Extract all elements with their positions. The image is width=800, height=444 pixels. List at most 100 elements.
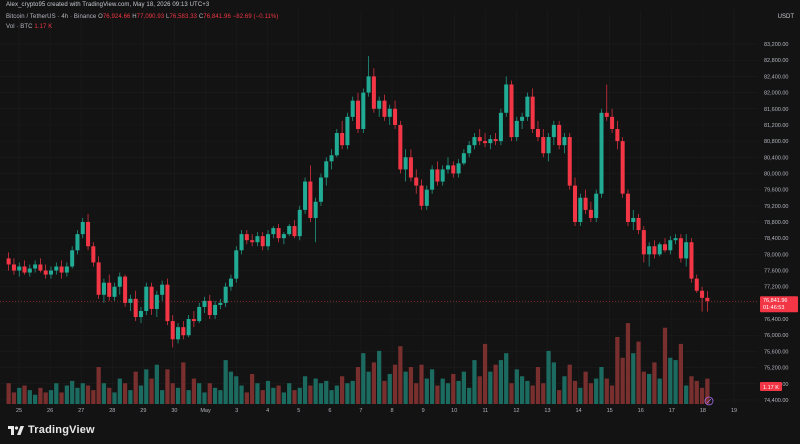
candle-body xyxy=(138,310,143,318)
candle-body xyxy=(408,157,413,178)
currency-label[interactable]: USDT xyxy=(777,14,794,20)
candle-body xyxy=(456,163,461,174)
volume-bar xyxy=(170,383,175,404)
volume-bar xyxy=(488,371,493,404)
candle-body xyxy=(86,222,91,247)
volume-bar xyxy=(59,392,64,404)
candle-body xyxy=(636,217,641,231)
interval[interactable]: 4h xyxy=(61,14,69,20)
volume-bar xyxy=(599,367,604,404)
candle-body xyxy=(123,276,128,303)
time-tick-label: 30 xyxy=(171,408,177,414)
candle-body xyxy=(525,96,530,117)
price-tick-label: 80,400.00 xyxy=(764,155,788,161)
volume-label[interactable]: Vol · BTC xyxy=(6,24,33,30)
volume-bar xyxy=(647,373,652,404)
volume-bar xyxy=(673,360,678,404)
candle-body xyxy=(234,250,239,279)
volume-bar xyxy=(371,362,376,404)
volume-bar xyxy=(265,380,271,404)
candle-body xyxy=(689,242,694,279)
candle-body xyxy=(239,234,244,251)
candle-body xyxy=(694,278,699,291)
candle-body xyxy=(567,137,572,186)
volume-bar xyxy=(96,367,101,404)
volume-bar xyxy=(250,373,255,404)
ohlc-low-label: L xyxy=(166,14,170,20)
volume-bar xyxy=(329,390,334,404)
exchange: Binance xyxy=(73,14,97,20)
candle-body xyxy=(202,300,207,307)
candle-body xyxy=(64,266,69,273)
candle-body xyxy=(477,137,482,142)
volume-bar xyxy=(80,383,85,404)
candle-body xyxy=(514,120,519,138)
symbol-name[interactable]: Bitcoin / TetherUS xyxy=(6,14,56,20)
candle-body xyxy=(625,193,630,222)
candle-body xyxy=(615,128,620,142)
candle-body xyxy=(414,177,419,186)
candle-body xyxy=(112,286,117,297)
candle-body xyxy=(355,100,361,129)
volume-bar xyxy=(11,392,17,404)
candle-body xyxy=(424,189,429,206)
candle-body xyxy=(160,284,165,295)
time-tick-label: 27 xyxy=(78,408,84,414)
volume-bar xyxy=(350,380,355,404)
volume-bar xyxy=(429,369,435,404)
price-tick-label: 83,200.00 xyxy=(764,42,788,48)
volume-bar xyxy=(408,367,414,404)
price-tick-label: 74,400.00 xyxy=(764,398,788,404)
volume-bar xyxy=(414,383,419,404)
volume-bar xyxy=(535,367,541,404)
price-tick-label: 76,400.00 xyxy=(764,317,788,323)
volume-bar xyxy=(604,378,609,404)
volume-bar xyxy=(133,371,138,404)
volume-bar xyxy=(22,385,27,404)
volume-bar xyxy=(128,390,133,404)
volume-bar xyxy=(451,373,456,404)
price-tick-label: 81,600.00 xyxy=(764,107,788,113)
price-tick-label: 78,000.00 xyxy=(764,252,788,258)
volume-bar xyxy=(197,383,202,404)
time-tick-label: 8 xyxy=(391,408,394,414)
volume-bar xyxy=(588,383,594,404)
ohlc-close-value: 76,841.96 xyxy=(203,14,231,20)
tradingview-logo[interactable]: TradingView xyxy=(8,424,95,436)
candle-body xyxy=(266,234,271,247)
volume-bar xyxy=(334,385,339,404)
last-price-badge xyxy=(760,296,798,313)
candle-body xyxy=(318,177,323,202)
candle-body xyxy=(557,124,562,146)
candle-body xyxy=(573,185,578,222)
candle-body xyxy=(345,116,350,146)
volume-bar xyxy=(345,383,350,404)
price-tick-label: 75,200.00 xyxy=(764,366,788,372)
ohlc-high-label: H xyxy=(132,14,137,20)
candle-body xyxy=(223,286,228,303)
candle-body xyxy=(80,222,85,235)
volume-bar xyxy=(705,378,710,404)
price-axis: 83,200.00 82,800.00 82,400.00 82,000.00 81,6… xyxy=(764,42,788,404)
volume-bar xyxy=(684,385,689,404)
volume-bar xyxy=(107,387,112,404)
candle-body xyxy=(419,185,424,206)
volume-bar xyxy=(17,387,22,404)
candle-body xyxy=(488,139,493,144)
candle-body xyxy=(128,298,133,303)
candle-body xyxy=(678,238,683,259)
candle-body xyxy=(297,209,302,237)
time-tick-label: 18 xyxy=(700,408,706,414)
volume-badge xyxy=(760,382,782,391)
candle-body xyxy=(250,240,255,243)
candle-body xyxy=(673,238,678,241)
volume-legend: Vol · BTC 1.17 K xyxy=(6,24,52,30)
candle-body xyxy=(498,112,503,142)
volume-value: 1.17 K xyxy=(34,24,53,30)
volume-bar xyxy=(85,385,91,404)
candle-body xyxy=(594,193,599,218)
replay-icon[interactable] xyxy=(704,396,714,406)
candle-body xyxy=(144,286,149,311)
time-tick-label: 16 xyxy=(638,408,644,414)
